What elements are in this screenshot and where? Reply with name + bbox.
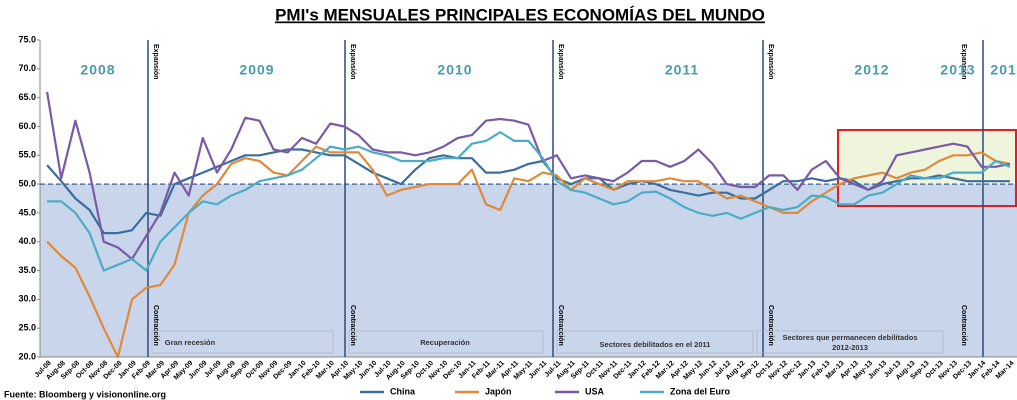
expansion-label: Expansión	[767, 44, 774, 79]
year-label: 2011	[665, 62, 699, 78]
y-tick-label: 40.0	[18, 236, 36, 246]
y-tick-label: 20.0	[18, 351, 36, 361]
highlight-box	[837, 129, 1017, 207]
legend-label: Japón	[485, 386, 512, 396]
contraction-label: Contracción	[557, 305, 564, 346]
contraction-label: Contracción	[349, 305, 356, 346]
year-label: 2009	[239, 62, 274, 78]
y-tick-label: 50.0	[18, 178, 36, 188]
y-tick-label: 30.0	[18, 294, 36, 304]
phase-box	[348, 330, 544, 354]
y-tick-label: 55.0	[18, 150, 36, 160]
contraction-label: Contracción	[960, 305, 967, 346]
plot-background	[39, 40, 1017, 358]
year-label: 2012	[854, 62, 889, 78]
series-line	[46, 145, 1011, 359]
phase-box	[756, 330, 944, 354]
phase-box	[556, 330, 754, 354]
phase-label: Gran recesión	[165, 338, 216, 347]
expansion-label: Expansión	[557, 44, 564, 79]
series-line	[47, 131, 1011, 272]
phase-label: Sectores que permanecen debilitados	[782, 333, 917, 342]
y-tick-label: 25.0	[18, 323, 36, 333]
series-line	[46, 91, 1011, 261]
year-label: 2013	[940, 62, 975, 78]
legend-label: USA	[585, 386, 605, 396]
y-tick-label: 75.0	[18, 34, 36, 44]
phase-box	[151, 330, 334, 354]
phase-label: Sectores debilitados en el 2011	[600, 340, 711, 349]
y-tick-label: 65.0	[18, 92, 36, 102]
expansion-label: Expansión	[349, 44, 356, 79]
phase-label: Recuperación	[420, 338, 470, 347]
year-label: 2010	[437, 62, 472, 78]
year-label: 2008	[80, 62, 115, 78]
legend-label: China	[390, 386, 416, 396]
contraction-area	[40, 184, 1017, 357]
phase-label: 2012-2013	[832, 343, 868, 352]
y-tick-label: 35.0	[18, 265, 36, 275]
y-tick-label: 45.0	[18, 207, 36, 217]
year-label: 2014	[990, 62, 1017, 78]
expansion-label: Expansión	[960, 44, 967, 79]
y-tick-label: 60.0	[18, 121, 36, 131]
source: Fuente: Bloomberg y visiononline.org	[4, 389, 166, 399]
contraction-label: Contracción	[152, 305, 159, 346]
y-tick-label: 70.0	[18, 63, 36, 73]
legend-label: Zona del Euro	[670, 386, 731, 396]
chart-title: PMI's MENSUALES PRINCIPALES ECONOMÍAS DE…	[275, 5, 765, 24]
contraction-label: Contracción	[767, 305, 774, 346]
expansion-label: Expansión	[152, 44, 159, 79]
